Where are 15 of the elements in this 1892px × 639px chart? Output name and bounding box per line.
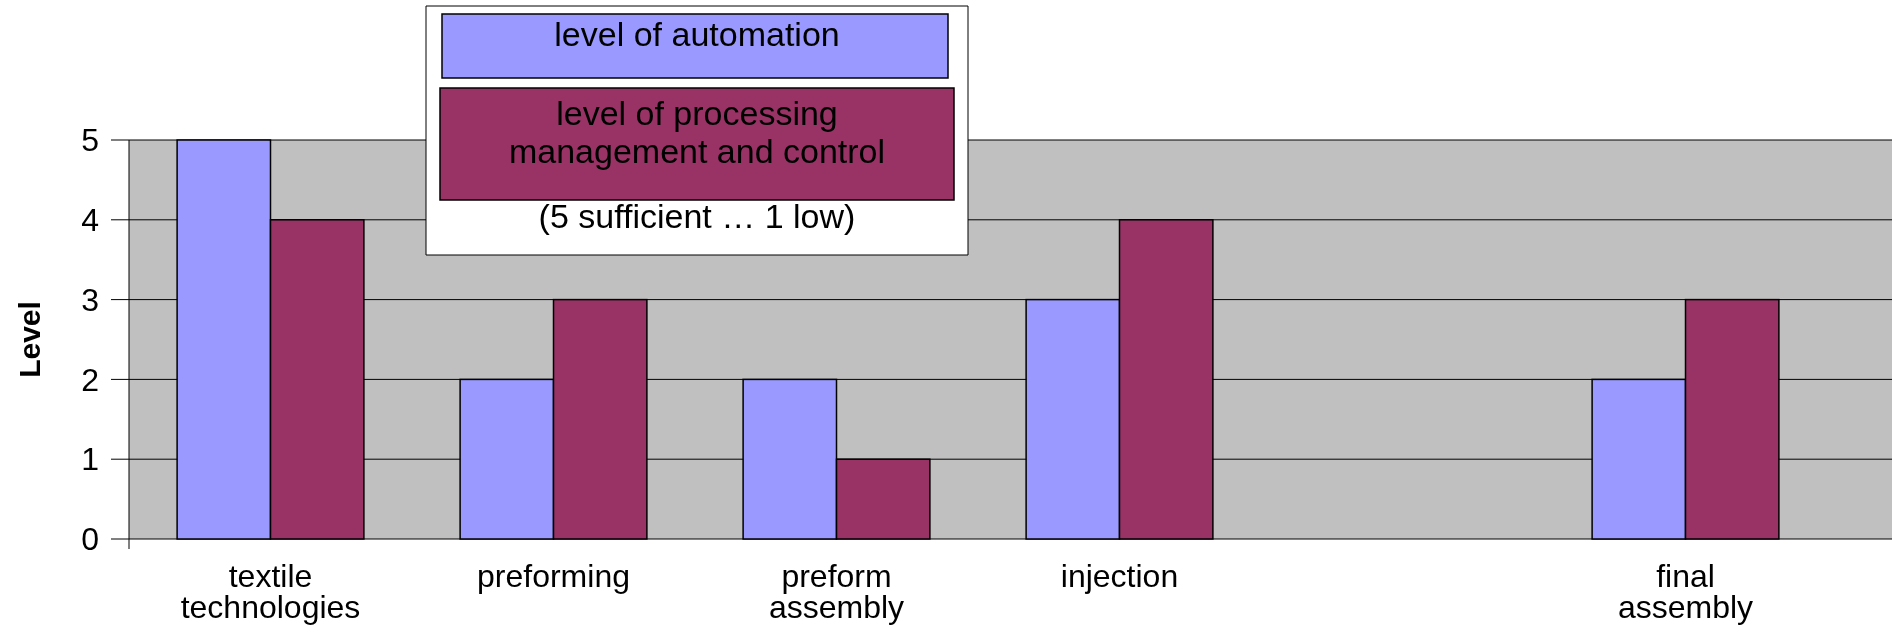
x-tick-label: preforming xyxy=(477,558,630,594)
y-axis-title: Level xyxy=(13,301,46,378)
y-tick-label: 5 xyxy=(81,122,99,159)
x-tick-label: preform assembly xyxy=(768,558,905,625)
text: level of processing management and control xyxy=(508,94,886,170)
y-tick-label: 3 xyxy=(81,281,99,318)
y-tick-label: 2 xyxy=(81,361,99,398)
y-tick-label: 0 xyxy=(81,521,99,558)
x-tick-label: final assembly xyxy=(1617,558,1754,625)
text: level of automation xyxy=(554,15,840,53)
y-tick-label: 1 xyxy=(81,441,99,478)
x-tick-label: injection xyxy=(1060,558,1179,594)
annotation: (5 sufficient … 1 low) xyxy=(538,197,856,235)
y-tick-label: 4 xyxy=(81,202,99,238)
x-tick-label: textile technologies xyxy=(180,558,361,625)
